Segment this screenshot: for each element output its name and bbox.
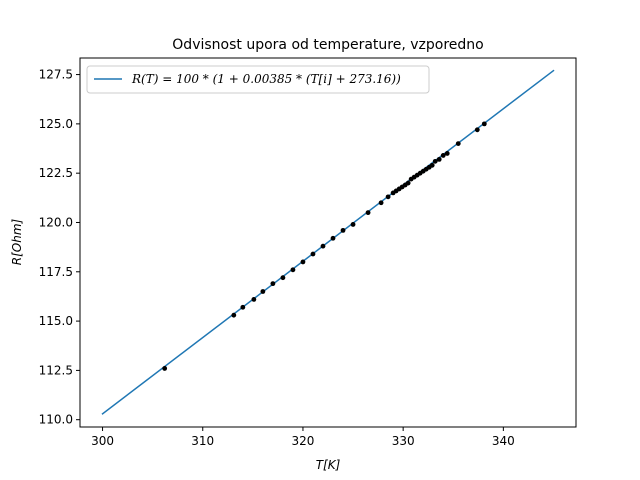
data-point [240, 304, 246, 310]
data-point [385, 194, 391, 200]
x-tick-label: 340 [492, 434, 515, 448]
y-tick-label: 115.0 [39, 314, 73, 328]
data-point [365, 210, 371, 216]
y-tick-label: 120.0 [39, 215, 73, 229]
y-tick-label: 117.5 [39, 265, 73, 279]
legend: R(T) = 100 * (1 + 0.00385 * (T[i] + 273.… [86, 65, 430, 94]
x-axis-title: T[K] [316, 458, 341, 472]
data-point [455, 141, 461, 146]
data-point [429, 162, 435, 168]
data-point [474, 127, 480, 133]
data-point [290, 267, 296, 273]
y-tick-label: 127.5 [39, 68, 73, 82]
data-point [310, 251, 316, 257]
data-point [436, 156, 442, 162]
data-point [330, 235, 336, 241]
plot-area [101, 69, 555, 415]
axes: 300 310 320 330 340 110.0 112.5 115.0 117.5 120.0… [39, 57, 577, 448]
x-tick-label: 320 [291, 434, 314, 448]
data-point [444, 151, 450, 156]
data-point [432, 158, 438, 164]
data-point [251, 296, 257, 302]
legend-label: R(T) = 100 * (1 + 0.00385 * (T[i] + 273.… [131, 72, 401, 86]
data-point [481, 121, 487, 127]
x-tick-label: 330 [392, 434, 415, 448]
x-tick-label: 300 [91, 434, 114, 448]
x-tick-label: 310 [191, 434, 214, 448]
legend-box [86, 65, 430, 94]
data-point [320, 243, 326, 249]
data-point [162, 366, 168, 371]
y-axis-title: R[Ohm] [10, 218, 24, 265]
data-point [280, 275, 286, 281]
data-point [378, 200, 384, 206]
data-point [231, 312, 237, 318]
y-tick-label: 112.5 [39, 363, 73, 377]
data-point [300, 259, 306, 265]
data-point [440, 153, 446, 158]
y-tick-label: 110.0 [39, 413, 73, 427]
y-tick-label: 125.0 [39, 117, 73, 131]
chart-title: Odvisnost upora od temperature, vzporedn… [172, 37, 483, 53]
data-point [270, 281, 276, 287]
data-point [350, 222, 356, 227]
data-point [260, 289, 266, 294]
axes-frame [79, 57, 577, 428]
data-point [340, 227, 346, 233]
y-tick-label: 122.5 [39, 166, 73, 180]
data-point [405, 180, 411, 186]
